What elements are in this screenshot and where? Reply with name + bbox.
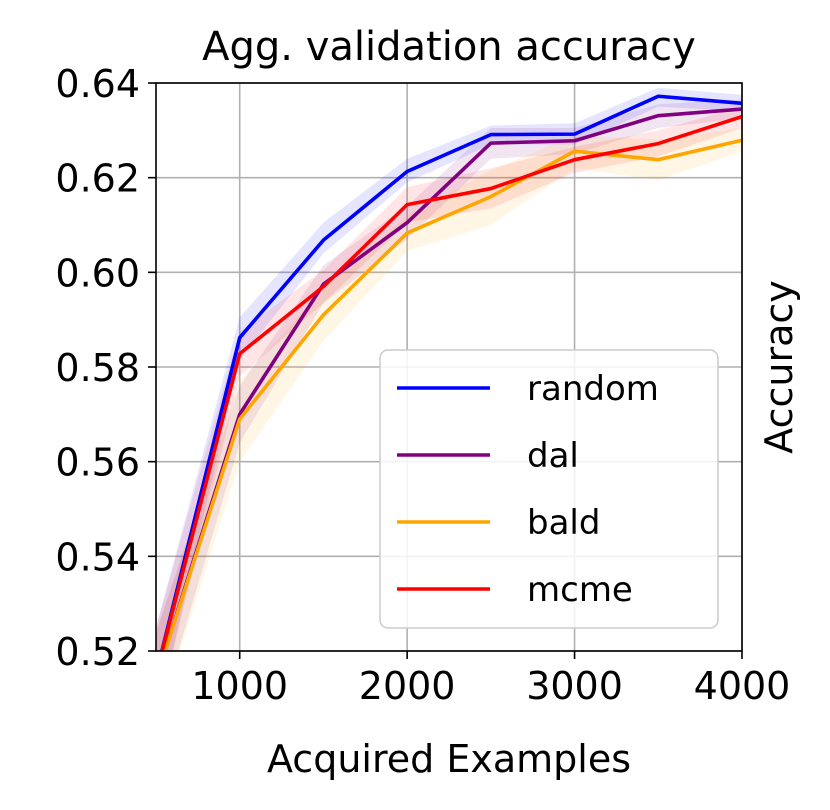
line-random — [160, 94, 742, 651]
x-tick-label: 2000 — [359, 664, 456, 708]
y-tick-label: 0.60 — [55, 251, 140, 295]
y-axis-label: Accuracy — [757, 280, 801, 454]
y-tick-label: 0.64 — [55, 62, 140, 106]
y-axis-ticks: 0.52 0.54 0.56 0.58 0.60 0.62 0.64 — [55, 62, 156, 674]
legend-label-mcme: mcme — [527, 570, 633, 610]
legend-label-dal: dal — [527, 436, 579, 476]
x-tick-label: 1000 — [191, 664, 288, 708]
y-tick-label: 0.52 — [55, 630, 140, 674]
series-lines — [160, 94, 742, 651]
line-mcme — [160, 114, 742, 651]
x-axis-label: Acquired Examples — [267, 737, 631, 781]
legend-label-bald: bald — [527, 503, 600, 543]
line-bald — [163, 138, 742, 651]
legend-box — [379, 349, 719, 629]
x-tick-label: 4000 — [694, 664, 791, 708]
line-dal — [163, 107, 742, 651]
chart-title: Agg. validation accuracy — [202, 24, 696, 70]
y-tick-label: 0.58 — [55, 346, 140, 390]
legend-label-random: random — [527, 369, 659, 409]
y-tick-label: 0.56 — [55, 441, 140, 485]
y-tick-label: 0.62 — [55, 157, 140, 201]
x-tick-label: 3000 — [526, 664, 623, 708]
x-axis-ticks: 1000 2000 3000 4000 — [191, 651, 790, 708]
band-bald — [156, 127, 742, 651]
y-tick-label: 0.54 — [55, 535, 140, 579]
legend: random dal bald mcme — [379, 349, 719, 629]
